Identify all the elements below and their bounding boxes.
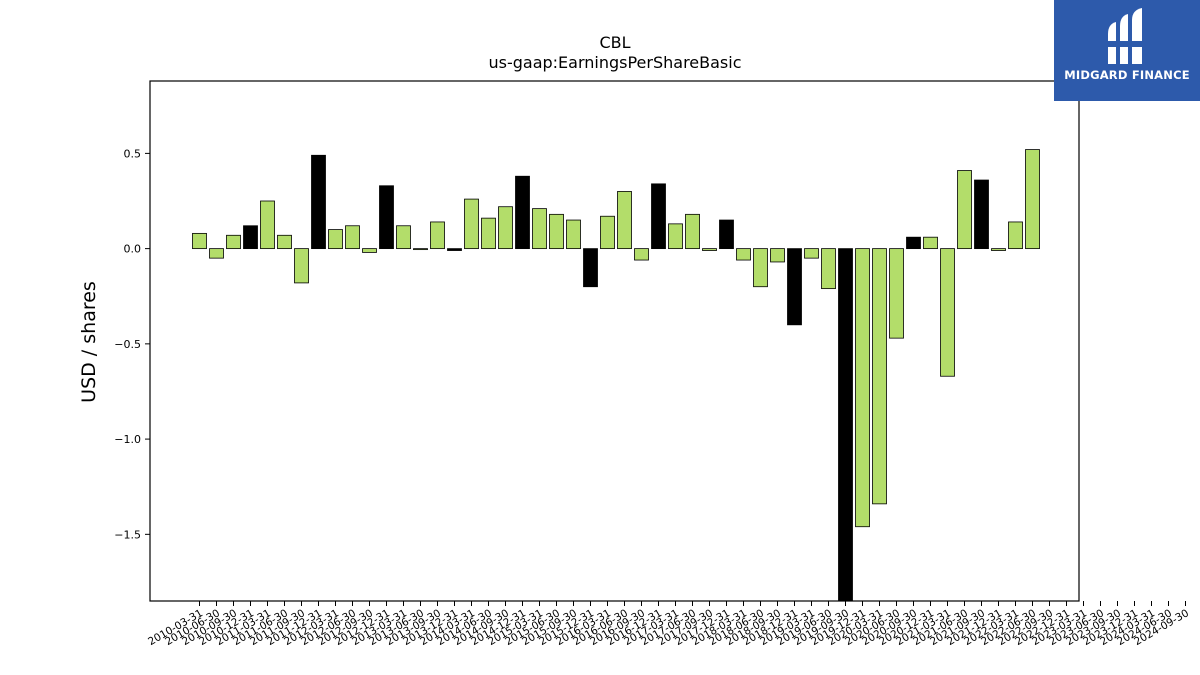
bar-2012-09-30 [362,248,377,253]
bar-2015-03-31 [532,208,547,250]
bar-2010-03-31 [192,232,207,250]
bar-2010-06-30 [209,248,224,259]
bar-2013-12-31 [447,248,462,251]
bar-2020-03-31 [872,248,887,505]
bar-2011-03-31 [260,200,275,250]
bar-2017-03-31 [668,223,683,250]
bar-2015-09-30 [566,219,581,250]
bar-2019-03-31 [804,248,819,259]
midgard-m-icon [1106,8,1144,64]
bar-2022-06-30 [1025,149,1040,250]
bar-2021-06-30 [957,170,972,250]
chart-title: CBL [599,33,630,52]
bar-2019-12-31 [855,248,870,528]
bar-2015-12-31 [583,248,598,288]
bar-2012-06-30 [345,225,360,250]
bar-2016-06-30 [617,191,632,250]
bar-2013-06-30 [413,248,428,251]
bars-group [192,149,1040,602]
bar-2019-09-30 [838,248,853,602]
bar-2017-12-31 [719,219,734,250]
bar-2014-09-30 [498,206,513,250]
bar-2018-03-31 [736,248,751,261]
bar-2010-12-31 [243,225,258,250]
bar-2020-06-30 [889,248,904,339]
y-axis-ticks: 0.5 0.0 −0.5 −1.0 −1.5 [114,147,150,541]
plot-frame [149,80,1080,602]
y-tick-label: −0.5 [114,338,141,351]
midgard-finance-logo: MIDGARD FINANCE [1054,0,1200,101]
bar-2014-03-31 [464,198,479,250]
y-tick-label: −1.5 [114,528,141,541]
bar-2021-09-30 [974,179,989,250]
y-tick-label: 0.0 [124,243,142,256]
y-axis-label: USD / shares [78,281,100,403]
bar-2021-03-31 [940,248,955,377]
bar-2018-12-31 [787,248,802,326]
bar-2017-09-30 [702,248,717,251]
bar-2022-03-31 [1008,221,1023,250]
bar-2014-12-31 [515,175,530,250]
bar-2018-06-30 [753,248,768,288]
bar-2018-09-30 [770,248,785,263]
bar-2020-12-31 [923,236,938,250]
bar-2011-12-31 [311,154,326,250]
bar-2011-06-30 [277,234,292,250]
logo-text: MIDGARD FINANCE [1064,68,1190,82]
bar-2021-12-31 [991,248,1006,251]
bar-2011-09-30 [294,248,309,284]
x-axis-ticks: 2010-03-312010-06-302010-09-302010-12-31… [146,601,1191,648]
y-tick-label: 0.5 [124,147,142,160]
bar-2010-09-30 [226,234,241,250]
bar-2016-03-31 [600,215,615,250]
bar-2019-06-30 [821,248,836,290]
bar-2012-03-31 [328,229,343,250]
bar-2016-09-30 [634,248,649,261]
bar-2012-12-31 [379,185,394,250]
bar-2016-12-31 [651,183,666,250]
bar-2020-09-30 [906,236,921,250]
bar-2013-09-30 [430,221,445,250]
bar-2013-03-31 [396,225,411,250]
bar-2017-06-30 [685,213,700,250]
y-tick-label: −1.0 [114,433,141,446]
chart-subtitle: us-gaap:EarningsPerShareBasic [488,53,741,72]
bar-2015-06-30 [549,213,564,250]
bar-2014-06-30 [481,217,496,250]
